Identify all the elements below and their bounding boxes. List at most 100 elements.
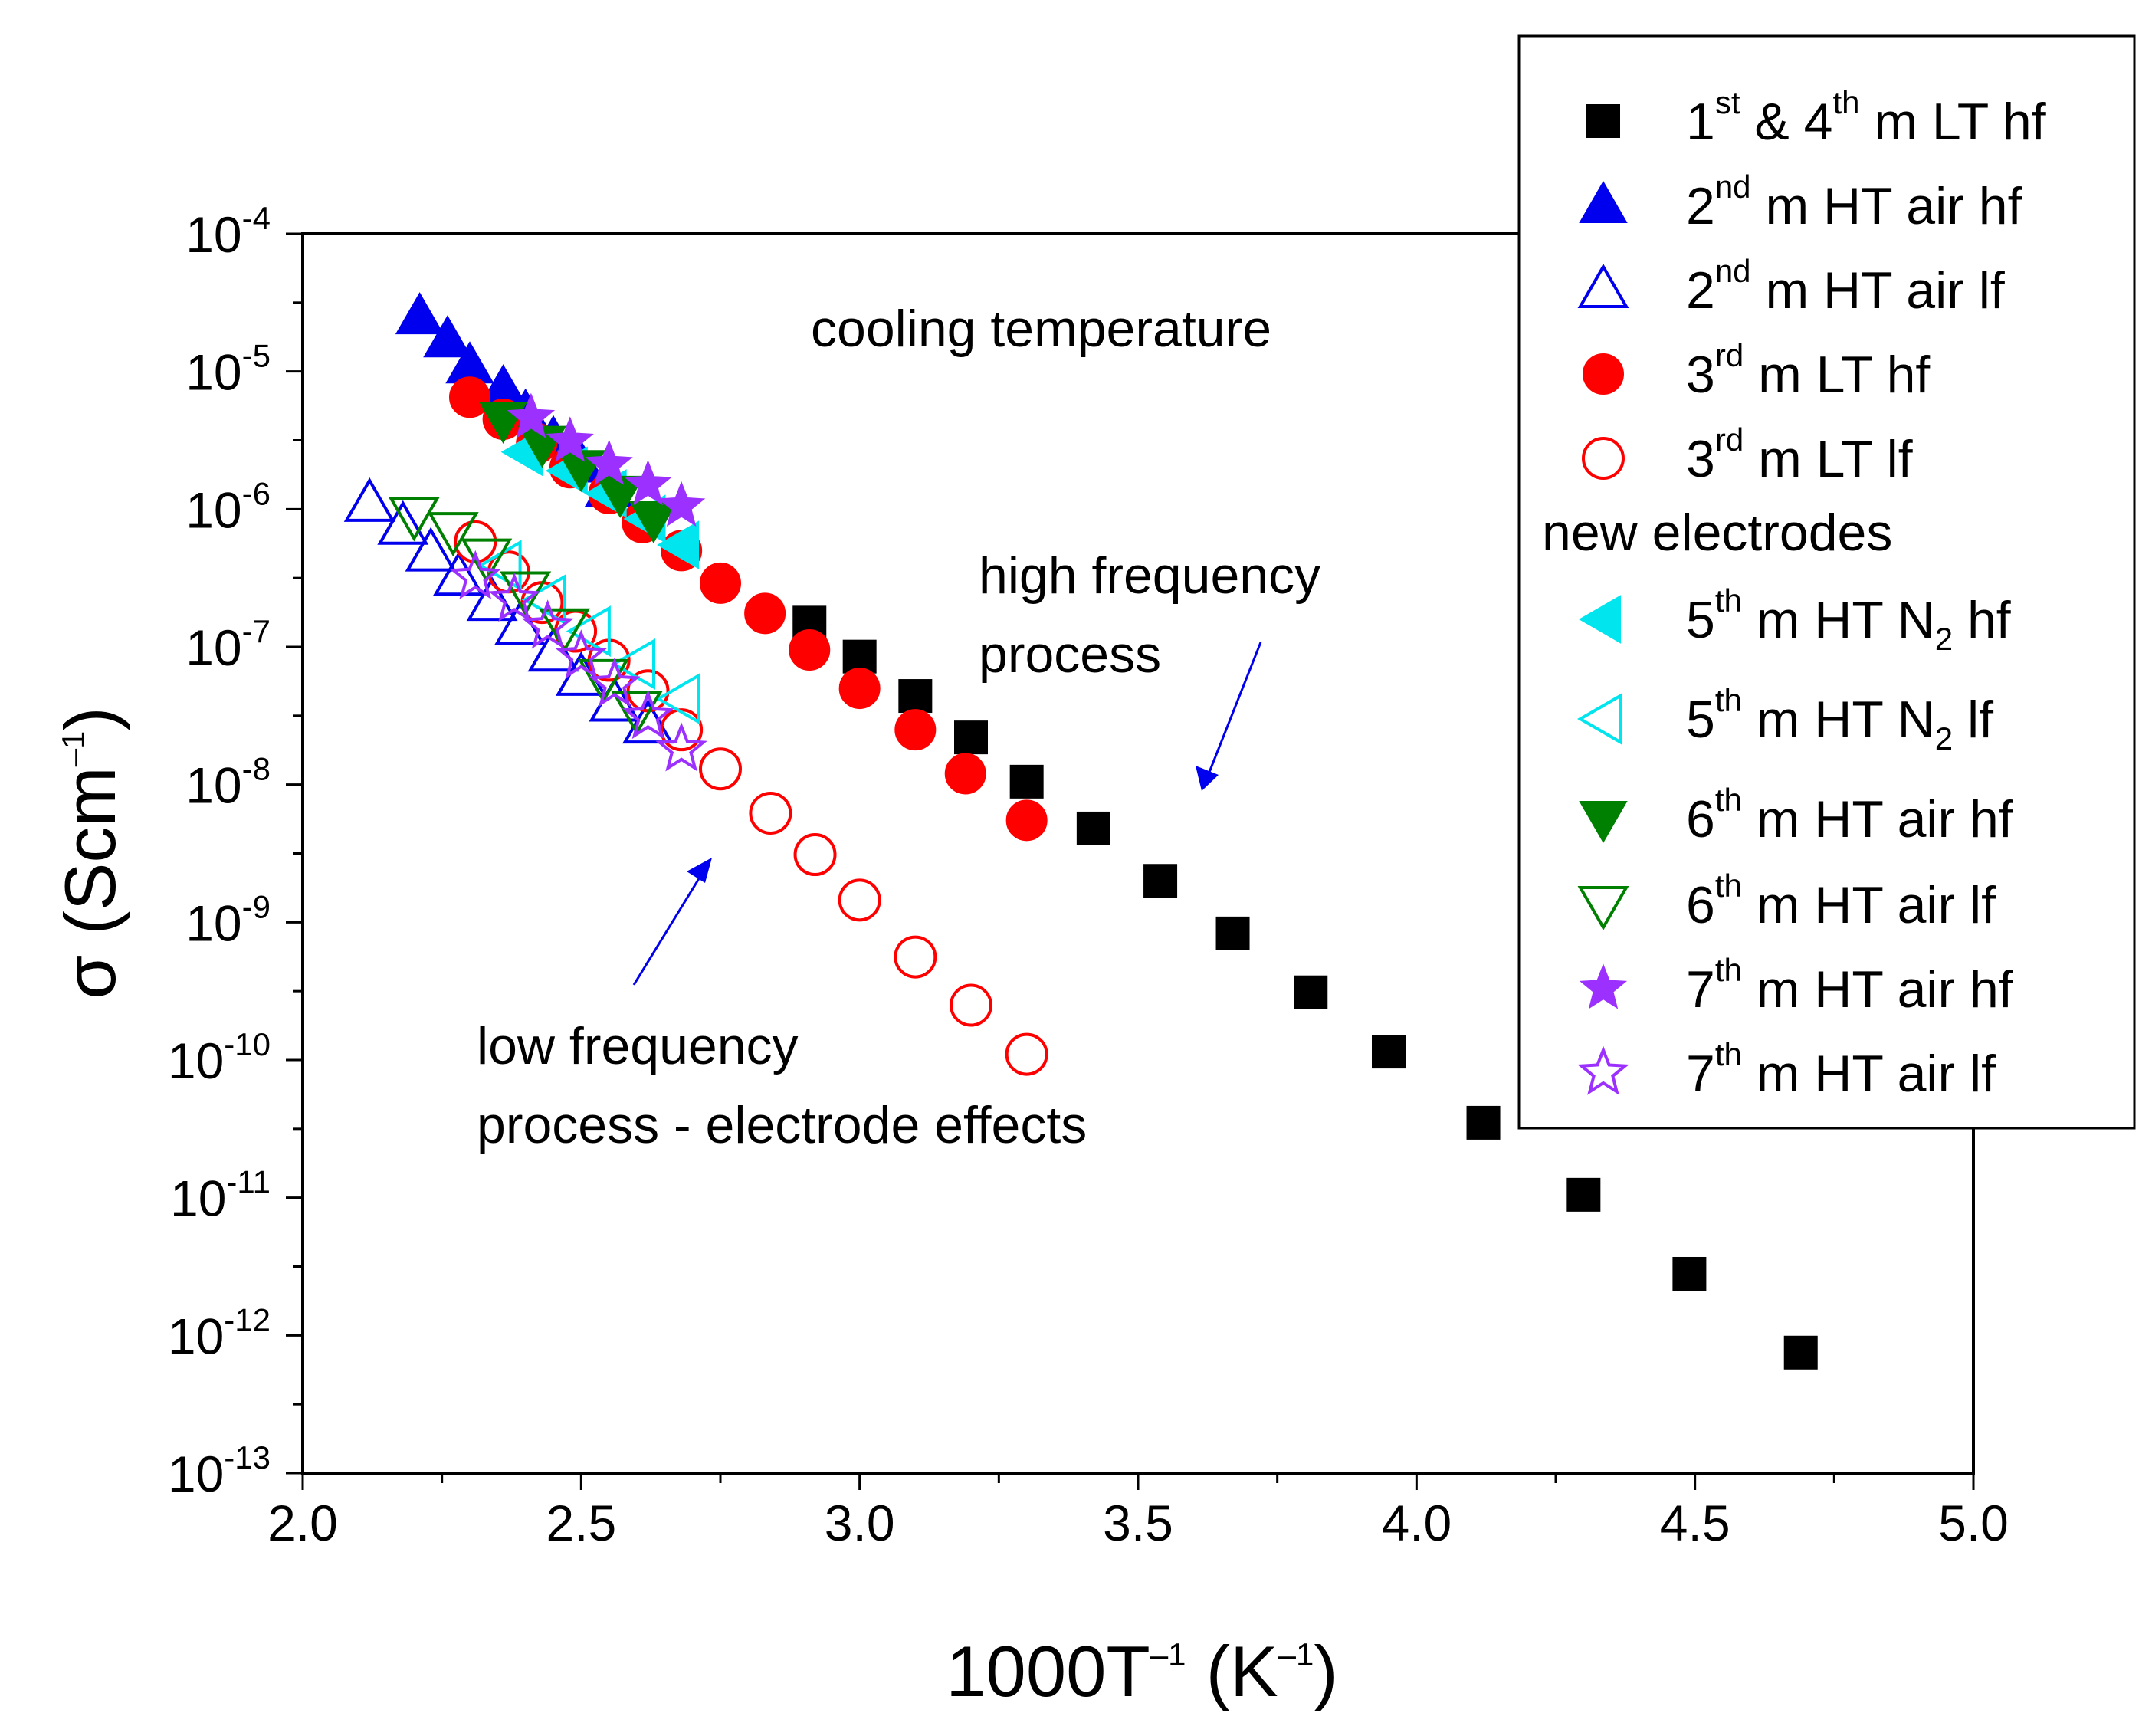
data-point-s9 [539,608,590,653]
y-tick-label: 10-10 [168,1026,271,1089]
data-point-s4 [894,709,937,751]
x-tick-label: 4.0 [1381,1495,1452,1551]
x-tick-label: 3.5 [1103,1495,1173,1551]
data-point-s10 [507,392,556,438]
data-point-s3 [466,576,518,622]
legend-item-s7: 5th m HT N2 lf [1576,682,1993,756]
data-point-s5 [838,878,881,922]
data-point-s3 [377,500,429,545]
data-point-s7 [655,673,700,725]
data-point-s1 [898,679,933,714]
data-point-s2 [423,315,472,358]
data-point-s9 [461,538,513,583]
data-point-s4 [744,592,786,635]
annotation-cooling: cooling temperature [811,300,1271,358]
series-s2 [395,292,634,507]
data-point-s4 [789,629,831,671]
data-point-s1 [954,720,988,755]
legend-item-s3: 2nd m HT air lf [1577,253,2005,320]
data-point-s8 [629,501,678,544]
data-point-s2 [395,292,445,335]
data-point-s11 [555,629,608,679]
legend-marker-s11 [1577,1045,1629,1095]
legend-label-s1: 1st & 4th m LT hf [1686,84,2046,151]
annotation-lf-line2: process - electrode effects [477,1096,1087,1154]
data-series [343,292,1818,1370]
legend-label-s9: 6th m HT air lf [1686,868,1996,934]
series-s10 [507,392,706,527]
data-point-s11 [589,658,641,707]
legend-item-s4: 3rd m LT hf [1583,337,1930,404]
legend-label-s6: 5th m HT N2 hf [1686,582,2011,657]
data-point-s11 [522,599,574,649]
y-tick-label: 10-8 [185,751,271,814]
data-point-s1 [1215,916,1250,950]
annotation-arrow-hf [1196,642,1262,791]
data-point-s4 [700,562,741,604]
data-point-s11 [622,689,674,740]
annotation-hf-line1: high frequency [979,546,1320,605]
x-axis-title: 1000T–1 (K–1) [946,1631,1337,1711]
data-point-s11 [488,573,540,622]
y-tick-label: 10-11 [170,1164,271,1227]
x-tick-label: 5.0 [1938,1495,2009,1551]
data-point-s11 [449,550,501,599]
annotation-hf-line2: process [979,625,1161,684]
legend-label-s8: 6th m HT air hf [1686,782,2013,848]
legend-item-s2: 2nd m HT air hf [1579,169,2022,235]
legend-marker-s3 [1577,263,1629,308]
legend-marker-s4 [1583,353,1624,395]
data-point-s7 [610,638,655,690]
data-point-s5 [793,833,837,877]
y-tick-label: 10-12 [168,1301,271,1364]
legend-marker-s7 [1576,693,1622,745]
x-tick-label: 2.5 [546,1495,616,1551]
data-point-s6 [657,520,700,569]
legend-label-s3: 2nd m HT air lf [1686,253,2005,320]
data-point-s10 [657,481,706,527]
data-point-s4 [449,376,490,418]
legend-label-s10: 7th m HT air hf [1686,952,2013,1019]
legend-item-s5: 3rd m LT lf [1582,422,1913,488]
axis-ticks [286,232,1975,1490]
legend-label-s11: 7th m HT air lf [1686,1036,1996,1103]
data-point-s10 [585,439,633,485]
legend-label-s7: 5th m HT N2 lf [1686,682,1993,756]
data-point-s1 [1009,764,1044,799]
data-point-s9 [388,497,440,542]
legend-label-s2: 2nd m HT air hf [1686,169,2022,235]
legend-header: new electrodes [1542,504,1892,562]
data-point-s4 [944,753,986,795]
legend-item-s8: 6th m HT air hf [1579,782,2013,848]
data-point-s1 [1294,975,1328,1009]
series-s11 [449,550,707,772]
legend-marker-s10 [1579,963,1628,1009]
legend-label-s4: 3rd m LT hf [1686,337,1930,404]
y-axis-title: σ (Scm–1) [50,707,130,999]
legend-marker-s6 [1578,595,1621,644]
y-tick-label: 10-9 [185,888,271,951]
data-point-s3 [405,527,457,572]
legend-marker-s9 [1577,886,1629,931]
x-tick-label: 2.0 [267,1495,338,1551]
legend-item-s1: 1st & 4th m LT hf [1586,84,2046,151]
data-point-s1 [1372,1035,1406,1069]
annotation-arrow-lf [632,858,712,986]
data-point-s1 [1672,1256,1707,1291]
y-tick-label: 10-6 [185,475,271,538]
data-point-s5 [1005,1032,1048,1076]
data-point-s1 [1076,811,1110,845]
data-point-s7 [566,605,611,657]
data-point-s1 [1566,1177,1601,1212]
legend-item-s10: 7th m HT air hf [1579,952,2013,1019]
data-point-s9 [577,658,629,704]
y-tick-label: 10-4 [185,200,271,263]
legend-marker-s1 [1586,104,1620,138]
data-point-s9 [611,691,663,736]
series-s1 [792,605,1818,1370]
data-point-s10 [624,459,672,506]
legend-label-s5: 3rd m LT lf [1686,422,1913,488]
legend-item-s11: 7th m HT air lf [1577,1036,1996,1103]
legend-marker-s8 [1579,801,1628,844]
data-point-s9 [427,512,479,557]
